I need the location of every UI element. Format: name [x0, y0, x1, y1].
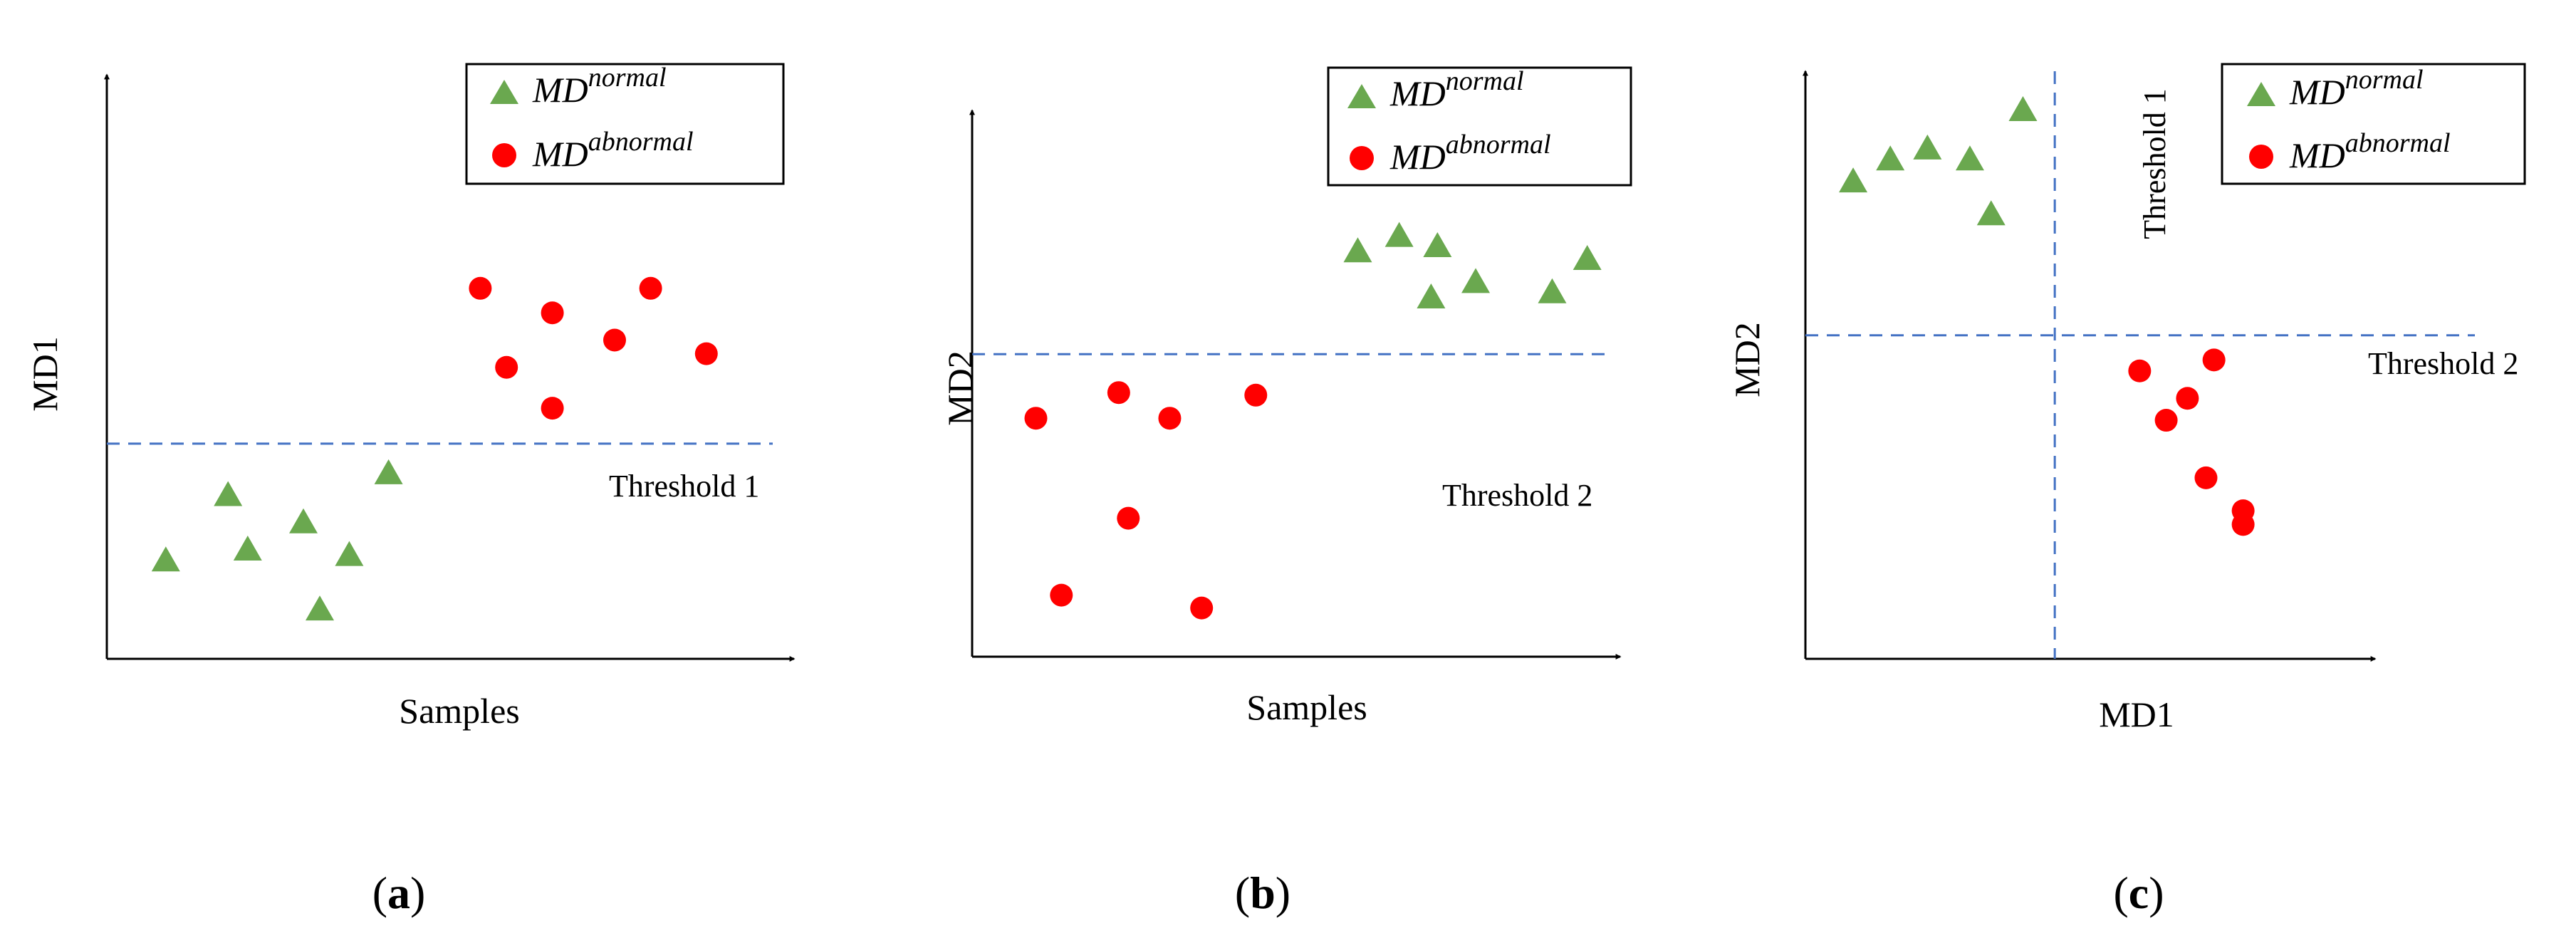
- legend-label-abnormal: MDabnormal: [2289, 128, 2451, 175]
- legend-box: [465, 63, 785, 185]
- legend-label-normal: MDnormal: [2289, 65, 2424, 112]
- legend-marker-normal: [2247, 82, 2275, 106]
- legend-c: MDnormal MDabnormal: [2221, 63, 2526, 185]
- abnormal-point: [694, 342, 718, 365]
- abnormal-point: [541, 397, 564, 420]
- legend-label-abnormal: MDabnormal: [532, 127, 694, 174]
- y-axis-label: MD1: [25, 336, 65, 412]
- threshold-label-1: Threshold 1: [2137, 88, 2172, 239]
- legend-marker-abnormal: [2249, 145, 2273, 169]
- normal-point: [151, 546, 180, 572]
- y-axis-label: MD2: [1727, 322, 1767, 397]
- legend-marker-abnormal: [1350, 146, 1374, 170]
- normal-point: [1538, 278, 1567, 303]
- abnormal-point: [603, 328, 626, 352]
- panel-caption-a: (a): [372, 868, 426, 918]
- abnormal-point: [2128, 359, 2152, 382]
- legend-marker-normal: [1347, 84, 1376, 108]
- abnormal-point: [2231, 513, 2255, 536]
- legend-box: [1327, 66, 1632, 187]
- abnormal-point: [2202, 348, 2226, 372]
- normal-point: [233, 536, 262, 561]
- normal-point: [306, 595, 334, 621]
- abnormal-point: [1050, 583, 1073, 607]
- normal-point: [2008, 96, 2038, 121]
- legend-label-normal: MDnormal: [1389, 66, 1524, 113]
- plot-area: [1803, 70, 2475, 662]
- legend-label-normal: MDnormal: [532, 63, 667, 110]
- normal-point: [1573, 245, 1602, 270]
- normal-point: [289, 508, 318, 533]
- abnormal-point: [1244, 383, 1268, 407]
- legend-marker-abnormal: [492, 143, 516, 167]
- normal-point: [1839, 167, 1868, 193]
- normal-point: [1385, 222, 1414, 247]
- abnormal-point: [1117, 506, 1140, 530]
- panel-caption-b: (b): [1235, 868, 1290, 918]
- abnormal-point: [2154, 409, 2178, 432]
- abnormal-point: [1158, 407, 1182, 430]
- normal-point: [1343, 237, 1372, 263]
- legend-b: MDnormal MDabnormal: [1327, 66, 1632, 187]
- abnormal-point: [541, 301, 564, 325]
- abnormal-point: [495, 355, 518, 379]
- legend-label-abnormal: MDabnormal: [1389, 130, 1551, 177]
- normal-point: [1461, 268, 1491, 293]
- legend-marker-normal: [490, 80, 518, 104]
- abnormal-point: [2194, 466, 2218, 489]
- threshold-label-2: Threshold 2: [1442, 478, 1592, 513]
- normal-point: [1913, 134, 1942, 160]
- panel-a: MDnormal MDabnormal Samples MD1 Threshol…: [25, 63, 796, 918]
- normal-point: [335, 541, 364, 566]
- normal-point: [214, 481, 243, 506]
- threshold-label-2: Threshold 2: [2368, 346, 2518, 381]
- normal-point: [1976, 200, 2006, 226]
- panel-b: MDnormal MDabnormal Samples MD2 Threshol…: [940, 66, 1632, 918]
- abnormal-point: [2176, 387, 2199, 410]
- panel-caption-c: (c): [2113, 868, 2164, 918]
- normal-point: [1876, 145, 1905, 171]
- threshold-label-1: Threshold 1: [609, 469, 759, 504]
- legend-a: MDnormal MDabnormal: [465, 63, 785, 185]
- normal-point: [374, 459, 403, 484]
- x-axis-label: MD1: [2099, 694, 2174, 734]
- abnormal-point: [469, 276, 492, 300]
- abnormal-point: [1107, 381, 1130, 405]
- x-axis-label: Samples: [399, 691, 519, 731]
- normal-point: [1955, 145, 1984, 171]
- abnormal-point: [639, 276, 662, 300]
- normal-point: [1423, 232, 1452, 257]
- abnormal-point: [1024, 407, 1048, 430]
- panel-c: MDnormal MDabnormal MD1 MD2 Threshold 1 …: [1727, 63, 2526, 918]
- x-axis-label: Samples: [1246, 687, 1367, 727]
- abnormal-point: [1190, 596, 1214, 620]
- plot-area: [104, 73, 796, 662]
- legend-box: [2221, 63, 2526, 185]
- normal-point: [1417, 283, 1446, 308]
- plot-area: [969, 109, 1622, 660]
- y-axis-label: MD2: [940, 350, 980, 426]
